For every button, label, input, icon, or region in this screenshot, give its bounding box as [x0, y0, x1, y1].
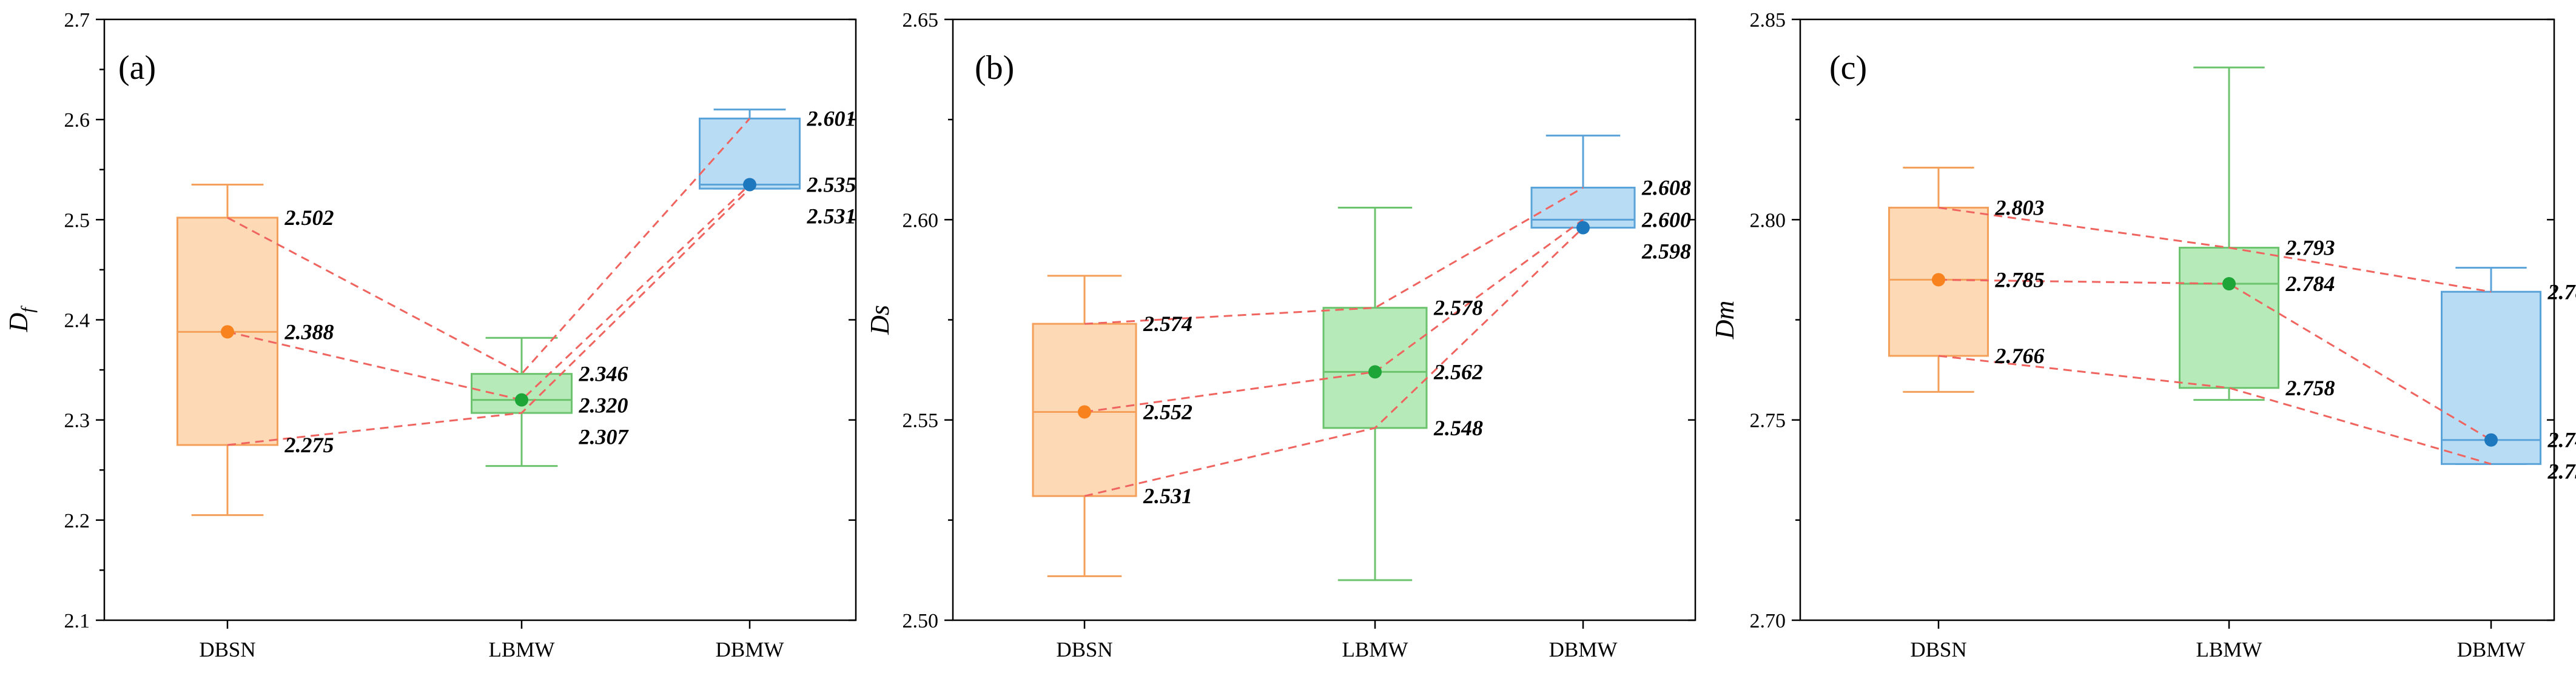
y-tick-label: 2.70	[1750, 610, 1786, 632]
box-dbsn	[177, 184, 278, 517]
box-dbsn	[1032, 275, 1137, 577]
value-label: 2.275	[284, 433, 334, 457]
value-label: 2.552	[1143, 400, 1192, 424]
y-tick-label: 2.4	[64, 310, 90, 332]
x-category-label: DBSN	[199, 638, 255, 661]
value-label: 2.531	[1143, 484, 1192, 508]
box-dbmw	[699, 109, 801, 190]
value-label: 2.531	[807, 204, 856, 229]
trend-line-q3	[1938, 207, 2492, 293]
y-tick-label: 2.85	[1750, 9, 1786, 32]
mean-marker-dbsn	[1932, 273, 1945, 287]
x-category-label: LBMW	[489, 638, 555, 661]
trend-line-q1	[227, 188, 751, 446]
y-axis-title-subscript: f	[18, 306, 38, 313]
value-label: 2.793	[2285, 236, 2335, 260]
box-iqr	[2179, 247, 2279, 389]
trend-line-median	[1938, 278, 2492, 441]
x-category-label: DBMW	[2457, 638, 2526, 661]
value-label: 2.782	[2547, 279, 2576, 304]
value-label: 2.562	[1433, 360, 1483, 384]
box-iqr	[699, 118, 801, 190]
x-category-label: DBMW	[716, 638, 784, 661]
mean-marker-dbmw	[2484, 433, 2498, 447]
value-label: 2.548	[1433, 416, 1483, 440]
y-axis-title-main: Ds	[865, 305, 895, 335]
value-label: 2.608	[1641, 175, 1691, 199]
value-label: 2.739	[2547, 460, 2576, 484]
y-tick-label: 2.6	[64, 109, 90, 132]
mean-marker-dbsn	[221, 325, 234, 339]
y-tick-label: 2.1	[64, 610, 90, 632]
value-label: 2.600	[1641, 207, 1691, 232]
y-tick-label: 2.7	[64, 9, 90, 32]
y-axis-title: Dm	[1710, 301, 1740, 340]
value-label: 2.578	[1433, 296, 1483, 320]
value-label: 2.502	[284, 206, 334, 230]
panel-c: 2.70 2.75 2.80 2.85 DBSN LBMW DBMW Dm (c) 2.803 2.…	[1710, 9, 2576, 661]
trend-line-q1	[1084, 227, 1584, 497]
x-category-label: LBMW	[2196, 638, 2262, 661]
panel-a: 2.1 2.2 2.3 2.4 2.5 2.6 2.7 DBSN LBMW DBMW Df (a) 2.…	[4, 9, 857, 661]
y-tick-label: 2.80	[1750, 209, 1786, 232]
mean-marker-lbmw	[2222, 277, 2236, 291]
y-tick-label: 2.75	[1750, 410, 1786, 432]
y-axis-title: Ds	[865, 305, 895, 335]
y-tick-label: 2.60	[903, 209, 939, 232]
y-tick-label: 2.65	[903, 9, 939, 32]
value-label: 2.346	[579, 362, 628, 386]
mean-marker-dbsn	[1078, 405, 1091, 419]
value-label: 2.320	[579, 393, 628, 418]
value-label: 2.307	[579, 425, 630, 449]
mean-marker-lbmw	[1368, 365, 1382, 379]
value-label: 2.745	[2547, 428, 2576, 452]
box-lbmw	[2179, 66, 2279, 401]
value-label: 2.803	[1995, 196, 2045, 220]
value-label: 2.758	[2285, 376, 2335, 400]
value-label: 2.598	[1641, 239, 1691, 263]
panel-b: 2.50 2.55 2.60 2.65 DBSN LBMW DBMW Ds (b) 2.574 2.…	[865, 9, 1697, 661]
x-category-label: DBSN	[1910, 638, 1966, 661]
y-tick-label: 2.2	[64, 510, 90, 532]
value-label: 2.388	[284, 320, 334, 344]
value-label: 2.784	[2285, 272, 2335, 296]
panel-label: (c)	[1829, 49, 1867, 87]
trend-line-q3	[227, 118, 751, 375]
x-category-label: LBMW	[1342, 638, 1408, 661]
panel-label: (a)	[118, 49, 156, 87]
x-category-label: DBMW	[1549, 638, 1618, 661]
value-label: 2.601	[807, 107, 856, 131]
mean-marker-lbmw	[515, 393, 528, 407]
box-dbmw	[1530, 135, 1636, 229]
trend-line-q3	[1084, 187, 1584, 325]
value-label: 2.785	[1995, 267, 2045, 292]
trend-line-median	[227, 184, 751, 401]
y-tick-label: 2.5	[64, 209, 90, 232]
y-axis-title-main: Dm	[1710, 301, 1740, 340]
panel-label: (b)	[975, 49, 1014, 87]
box-lbmw	[1322, 207, 1428, 581]
y-tick-label: 2.50	[903, 610, 939, 632]
value-label: 2.535	[807, 173, 856, 197]
mean-marker-dbmw	[1576, 221, 1590, 235]
y-tick-label: 2.55	[903, 410, 939, 432]
value-label: 2.766	[1995, 344, 2045, 368]
y-axis-title: Df	[4, 306, 38, 333]
y-axis-title-main: D	[4, 313, 33, 333]
mean-marker-dbmw	[743, 178, 756, 192]
value-label: 2.574	[1143, 312, 1192, 336]
y-tick-label: 2.3	[64, 410, 90, 432]
x-category-label: DBSN	[1056, 638, 1112, 661]
